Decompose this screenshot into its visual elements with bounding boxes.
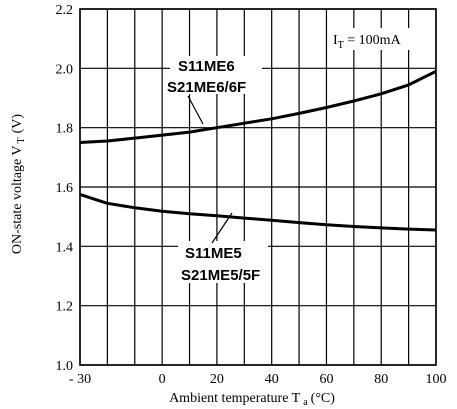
series-2-label-line-2: S21ME5/5F: [181, 267, 260, 284]
y-tick-label: 1.0: [56, 359, 74, 374]
series-2-label-line-1: S11ME5: [185, 245, 242, 262]
series-2-leader-line: [211, 212, 233, 244]
series-2-line: [79, 192, 437, 232]
y-axis-title: ON-state voltage VT(V): [10, 114, 27, 254]
series-2-label-background: [178, 241, 268, 283]
series-1-line: [79, 69, 437, 144]
series-1-label-background: [170, 56, 262, 94]
series-1-label-line-1: S11ME6: [178, 58, 235, 75]
x-tick-label: 0: [159, 372, 166, 387]
x-tick-label: 40: [265, 372, 279, 387]
plot-frame: [79, 8, 437, 366]
x-tick-label: - 30: [69, 372, 91, 387]
series-lines: [79, 69, 437, 232]
y-tick-label: 2.0: [56, 62, 74, 77]
series-1-leader-line: [187, 95, 204, 125]
x-tick-label: 80: [374, 372, 388, 387]
condition-label: IT = 100mA: [333, 33, 402, 51]
condition-label-background: [328, 28, 426, 50]
y-tick-label: 1.2: [56, 300, 74, 315]
y-tick-labels: 1.0 1.2 1.4 1.6 1.8 2.0 2.2: [56, 3, 74, 374]
y-tick-label: 1.4: [56, 240, 74, 255]
x-tick-label: 20: [210, 372, 224, 387]
x-tick-label: 100: [426, 372, 447, 387]
series-1-label-line-2: S21ME6/6F: [167, 79, 246, 96]
x-tick-labels: - 30 0 20 40 60 80 100: [69, 372, 447, 387]
y-tick-label: 1.6: [56, 181, 74, 196]
y-tick-label: 2.2: [56, 3, 74, 18]
x-tick-label: 60: [319, 372, 333, 387]
y-tick-label: 1.8: [56, 122, 74, 137]
